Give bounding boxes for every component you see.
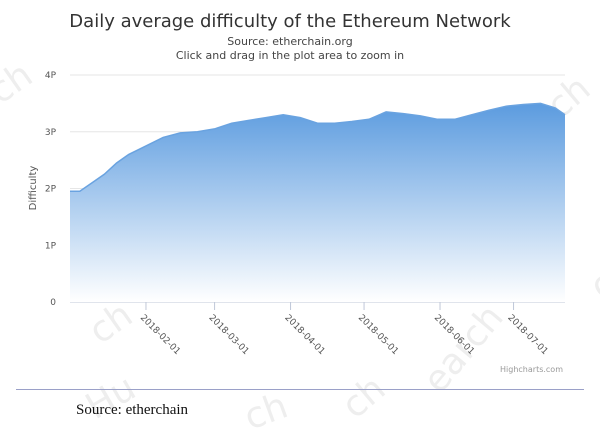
data-point[interactable] — [263, 115, 269, 121]
caption-divider — [16, 389, 584, 390]
chart-subtitle-zoom-hint: Click and drag in the plot area to zoom … — [176, 49, 404, 62]
data-point[interactable] — [315, 120, 321, 126]
watermark-text: ch — [82, 294, 140, 352]
y-tick-label: 3P — [45, 128, 57, 138]
data-point[interactable] — [503, 103, 509, 109]
data-point[interactable] — [101, 171, 107, 177]
data-point[interactable] — [538, 100, 544, 106]
watermark-text: ch — [239, 385, 293, 431]
data-point[interactable] — [400, 111, 406, 117]
x-tick-label: 2018-05-01 — [356, 313, 400, 357]
chart-title: Daily average difficulty of the Ethereum… — [69, 11, 511, 32]
watermark-text: ch — [334, 368, 393, 427]
y-tick-label: 0 — [50, 298, 56, 308]
data-point[interactable] — [469, 112, 475, 118]
data-point[interactable] — [114, 160, 120, 166]
data-point[interactable] — [383, 109, 389, 115]
data-point[interactable] — [194, 129, 200, 135]
data-point[interactable] — [417, 113, 423, 119]
chart-subtitle-source: Source: etherchain.org — [227, 35, 352, 48]
data-point[interactable] — [297, 115, 303, 121]
data-point[interactable] — [332, 120, 338, 126]
data-point[interactable] — [562, 112, 568, 118]
data-point[interactable] — [520, 102, 526, 108]
x-tick-label: 2018-07-01 — [505, 313, 549, 357]
series-area[interactable] — [70, 103, 565, 303]
y-axis-label: Difficulty — [28, 166, 39, 211]
data-point[interactable] — [89, 180, 95, 186]
x-tick-label: 2018-03-01 — [206, 313, 250, 357]
data-point[interactable] — [126, 151, 132, 157]
data-point[interactable] — [77, 188, 83, 194]
data-point[interactable] — [452, 116, 458, 122]
data-point[interactable] — [212, 126, 218, 132]
data-point[interactable] — [160, 134, 166, 140]
x-tick-label: 2018-02-01 — [138, 313, 182, 357]
y-axis-ticks: 0 1P 2P 3P 4P — [45, 71, 57, 308]
y-tick-label: 1P — [45, 241, 57, 251]
data-point[interactable] — [349, 119, 355, 125]
data-point[interactable] — [435, 116, 441, 122]
data-point[interactable] — [67, 188, 73, 194]
watermark-text: ch — [0, 54, 40, 112]
data-point[interactable] — [177, 130, 183, 136]
plot-area[interactable] — [67, 100, 568, 303]
data-point[interactable] — [246, 117, 252, 123]
x-tick-label: 2018-04-01 — [282, 313, 326, 357]
watermark-text: ch — [584, 251, 600, 308]
y-tick-label: 2P — [45, 185, 57, 195]
data-point[interactable] — [143, 143, 149, 149]
y-tick-label: 4P — [45, 71, 57, 81]
data-point[interactable] — [280, 112, 286, 118]
data-point[interactable] — [552, 105, 558, 111]
data-point[interactable] — [229, 120, 235, 126]
credits-link[interactable]: Highcharts.com — [500, 365, 563, 374]
data-point[interactable] — [486, 107, 492, 113]
figure-caption: Source: etherchain — [76, 402, 189, 418]
series-line — [70, 102, 566, 193]
data-point[interactable] — [366, 116, 372, 122]
